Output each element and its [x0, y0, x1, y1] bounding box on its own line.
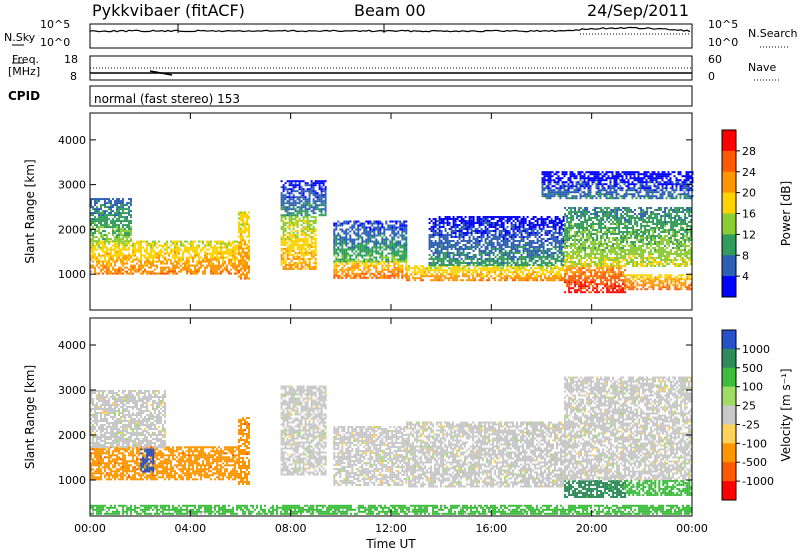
power-colorbar-tick-label: 8 [742, 249, 749, 262]
power-colorbar-tick-label: 24 [742, 166, 756, 179]
velocity-colorbar-tick-label: 25 [742, 400, 756, 413]
noise-left-tick-top: 10^5 [40, 18, 71, 31]
freq-label-line1: Freq. [12, 53, 40, 66]
velocity-colorbar-segment [722, 330, 736, 350]
velocity-echo-band-3 [238, 417, 250, 485]
velocity-colorbar-tick-label: 1000 [742, 343, 770, 356]
nave-tick-60: 60 [708, 53, 722, 66]
velocity-ytick-label: 4000 [58, 339, 86, 352]
velocity-colorbar-tick-label: -25 [742, 418, 760, 431]
nave-tick-0: 0 [708, 70, 715, 83]
velocity-echo-band-9 [624, 480, 693, 496]
velocity-colorbar-segment [722, 405, 736, 425]
power-ytick-label: 2000 [58, 223, 86, 236]
nsearch-label: N.Search [748, 27, 798, 40]
velocity-xtick-label: 04:00 [174, 522, 206, 535]
velocity-ytick-label: 1000 [58, 474, 86, 487]
power-colorbar-label: Power [dB] [779, 181, 793, 246]
power-echo-band-11 [624, 274, 693, 291]
velocity-xlabel: Time UT [365, 537, 416, 551]
velocity-colorbar-segment [722, 443, 736, 463]
nave-label: Nave [748, 61, 777, 74]
velocity-echo-band-4 [280, 385, 327, 476]
power-colorbar-tick-label: 12 [742, 228, 756, 241]
power-colorbar-segment [722, 234, 736, 256]
velocity-colorbar-label: Velocity [m s⁻¹] [779, 368, 793, 461]
power-echo-band-0 [90, 240, 238, 275]
velocity-colorbar-segment [722, 348, 736, 369]
velocity-colorbar-tick-label: -500 [742, 456, 767, 469]
freq-tick-18: 18 [64, 53, 78, 66]
power-colorbar-segment [722, 192, 736, 214]
power-echo-band-3 [280, 216, 317, 270]
power-ytick-label: 3000 [58, 179, 86, 192]
velocity-colorbar-tick-label: -1000 [742, 475, 774, 488]
nsky-trace [89, 26, 691, 33]
power-echo-band-12 [541, 171, 694, 200]
velocity-echo-band-7 [564, 480, 627, 498]
velocity-ylabel: Slant Range [km] [23, 365, 37, 469]
power-echo-band-1 [90, 198, 132, 243]
velocity-colorbar-tick-label: 100 [742, 381, 763, 394]
noise-panel-frame [89, 23, 693, 49]
velocity-colorbar-segment [722, 424, 736, 444]
freq-trace-dip [149, 70, 173, 76]
velocity-ytick-label: 2000 [58, 429, 86, 442]
velocity-xtick-label: 00:00 [676, 522, 708, 535]
nsky-label: N.Sky [4, 31, 36, 44]
velocity-echo-band-10 [90, 504, 692, 515]
velocity-echo-band-6 [406, 421, 566, 488]
power-echo-band-6 [333, 220, 408, 263]
power-echo-band-2 [238, 211, 250, 280]
noise-right-tick-top: 10^5 [708, 18, 739, 31]
velocity-echo-band-0 [90, 446, 238, 481]
power-colorbar-segment [722, 276, 736, 298]
station-title: Pykkvibaer (fitACF) [92, 1, 245, 20]
velocity-echo-band-1 [90, 390, 166, 448]
velocity-xtick-label: 00:00 [74, 522, 106, 535]
power-colorbar-tick-label: 20 [742, 187, 756, 200]
cpid-text: normal (fast stereo) 153 [94, 92, 241, 106]
power-ytick-label: 4000 [58, 134, 86, 147]
power-colorbar-tick-label: 16 [742, 208, 756, 221]
velocity-colorbar-segment [722, 481, 736, 501]
power-echo-band-7 [406, 265, 566, 282]
velocity-colorbar-segment [722, 386, 736, 407]
noise-left-tick-bottom: 10^0 [40, 36, 71, 49]
power-colorbar-segment [722, 130, 736, 152]
freq-tick-8: 8 [70, 70, 77, 83]
power-colorbar-tick-label: 28 [742, 145, 756, 158]
freq-label-line2: [MHz] [8, 65, 41, 78]
velocity-colorbar-frame [721, 329, 737, 501]
power-echo-band-10 [564, 207, 693, 267]
power-ytick-label: 1000 [58, 268, 86, 281]
velocity-xtick-label: 12:00 [375, 522, 407, 535]
power-colorbar-segment [722, 150, 736, 173]
power-colorbar-segment [722, 213, 736, 235]
velocity-colorbar-tick-label: 500 [742, 362, 763, 375]
power-echo-band-4 [280, 180, 327, 217]
noise-right-tick-bottom: 10^0 [708, 36, 739, 49]
cpid-panel-frame [89, 85, 693, 107]
velocity-echo-band-5 [333, 426, 408, 486]
power-colorbar-segment [722, 255, 736, 277]
date-label: 24/Sep/2011 [587, 1, 690, 20]
velocity-xtick-label: 08:00 [275, 522, 307, 535]
power-echo-band-8 [428, 216, 565, 266]
velocity-xtick-label: 20:00 [576, 522, 608, 535]
velocity-xtick-label: 16:00 [475, 522, 507, 535]
velocity-colorbar-segment [722, 367, 736, 388]
beam-label: Beam 00 [354, 1, 426, 20]
power-ylabel: Slant Range [km] [23, 159, 37, 263]
cpid-label: CPID [8, 89, 41, 103]
power-echo-band-5 [333, 260, 408, 279]
velocity-colorbar-tick-label: -100 [742, 437, 767, 450]
power-colorbar-segment [722, 171, 736, 194]
velocity-colorbar-segment [722, 462, 736, 482]
velocity-echo-band-2 [140, 448, 155, 473]
velocity-echo-band-8 [564, 376, 693, 481]
power-colorbar-tick-label: 4 [742, 270, 749, 283]
velocity-ytick-label: 3000 [58, 384, 86, 397]
